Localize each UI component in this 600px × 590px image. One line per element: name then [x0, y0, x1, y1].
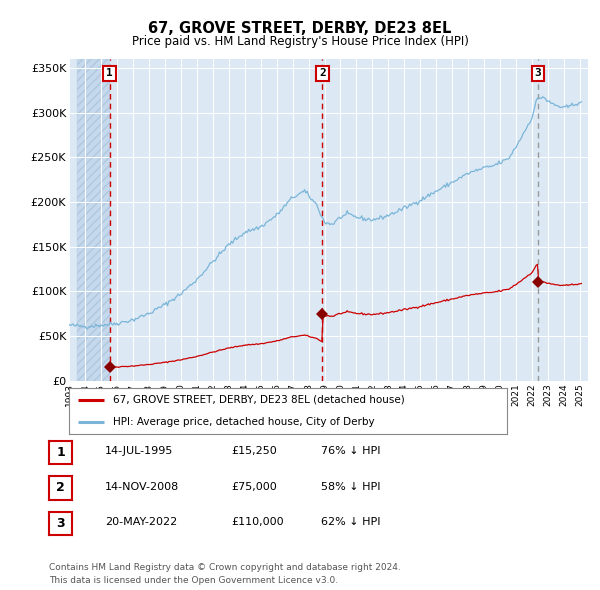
Text: Price paid vs. HM Land Registry's House Price Index (HPI): Price paid vs. HM Land Registry's House …: [131, 35, 469, 48]
Text: 1: 1: [56, 446, 65, 459]
Text: 3: 3: [535, 68, 542, 78]
Text: 76% ↓ HPI: 76% ↓ HPI: [321, 447, 380, 456]
Text: 1: 1: [106, 68, 113, 78]
Text: 67, GROVE STREET, DERBY, DE23 8EL (detached house): 67, GROVE STREET, DERBY, DE23 8EL (detac…: [113, 395, 404, 405]
Text: 3: 3: [56, 517, 65, 530]
Text: 20-MAY-2022: 20-MAY-2022: [105, 517, 177, 527]
Text: £110,000: £110,000: [231, 517, 284, 527]
Text: 2: 2: [319, 68, 326, 78]
Text: 58% ↓ HPI: 58% ↓ HPI: [321, 482, 380, 491]
Text: 62% ↓ HPI: 62% ↓ HPI: [321, 517, 380, 527]
Text: £15,250: £15,250: [231, 447, 277, 456]
Text: HPI: Average price, detached house, City of Derby: HPI: Average price, detached house, City…: [113, 417, 374, 427]
Text: £75,000: £75,000: [231, 482, 277, 491]
Text: 14-NOV-2008: 14-NOV-2008: [105, 482, 179, 491]
Text: Contains HM Land Registry data © Crown copyright and database right 2024.
This d: Contains HM Land Registry data © Crown c…: [49, 563, 401, 585]
Text: 14-JUL-1995: 14-JUL-1995: [105, 447, 173, 456]
Bar: [77, 59, 110, 381]
Text: 67, GROVE STREET, DERBY, DE23 8EL: 67, GROVE STREET, DERBY, DE23 8EL: [148, 21, 452, 35]
Text: 2: 2: [56, 481, 65, 494]
